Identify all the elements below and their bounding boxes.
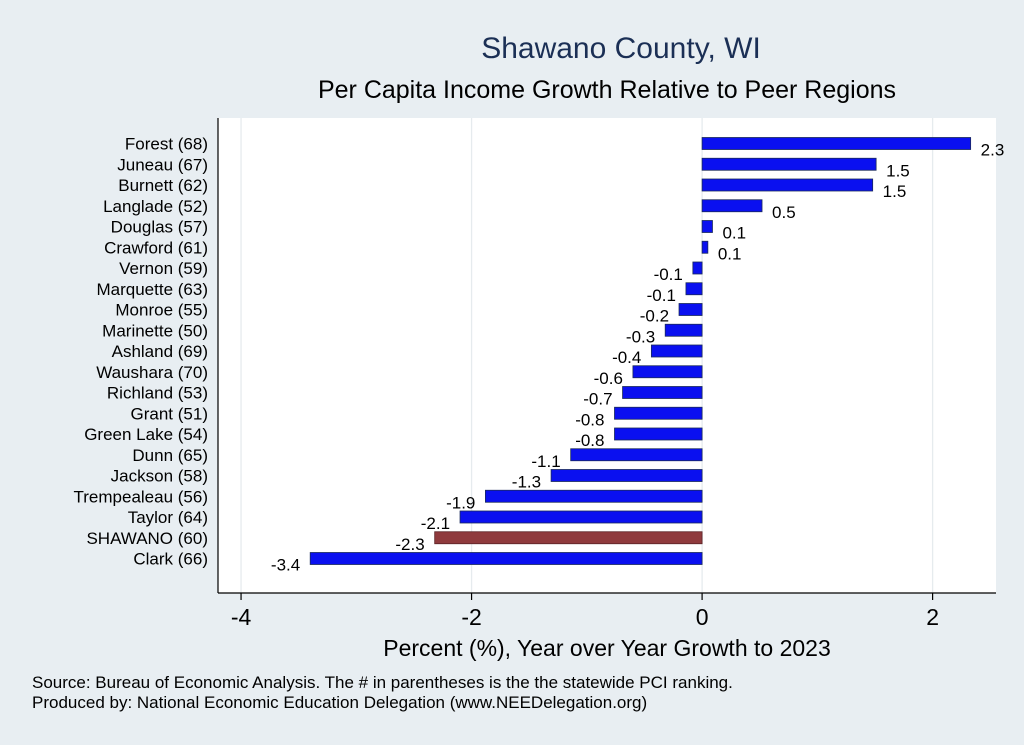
bar: [701, 178, 874, 192]
bar: [685, 282, 703, 296]
bar: [570, 448, 703, 462]
data-label: 1.5: [883, 182, 907, 201]
category-label: Monroe (55): [115, 301, 208, 320]
data-label: -0.7: [583, 390, 612, 409]
category-label: Richland (53): [107, 384, 208, 403]
bar: [459, 510, 703, 524]
category-label: Trempealeau (56): [74, 487, 209, 506]
category-label: Vernon (59): [119, 259, 208, 278]
bar: [701, 220, 713, 233]
bar: [614, 406, 703, 420]
data-label: -1.3: [512, 473, 541, 492]
data-label: -2.1: [421, 514, 450, 533]
category-label: Crawford (61): [104, 238, 208, 257]
data-label: -0.3: [626, 327, 655, 346]
bar-highlight: [434, 531, 703, 545]
bar: [309, 552, 703, 565]
data-label: -0.1: [654, 265, 683, 284]
category-label: Marquette (63): [97, 280, 209, 299]
source-note: Source: Bureau of Economic Analysis. The…: [32, 673, 733, 692]
data-label: -0.6: [594, 369, 623, 388]
bar: [650, 344, 703, 358]
data-label: 0.1: [718, 244, 742, 263]
category-label: Douglas (57): [111, 218, 208, 237]
data-label: -1.1: [531, 452, 560, 471]
category-label: Jackson (58): [111, 467, 208, 486]
category-label: Green Lake (54): [84, 425, 208, 444]
data-label: -0.8: [575, 431, 604, 450]
chart-title: Shawano County, WI: [481, 32, 761, 65]
bar: [701, 137, 972, 150]
bar: [485, 489, 703, 503]
data-label: -0.8: [575, 410, 604, 429]
category-label: Clark (66): [133, 550, 208, 569]
bar: [550, 469, 703, 482]
chart-subtitle: Per Capita Income Growth Relative to Pee…: [318, 76, 896, 104]
category-label: Ashland (69): [112, 342, 208, 361]
bar: [664, 323, 703, 337]
data-label: 0.1: [722, 224, 746, 243]
bar: [692, 261, 703, 275]
x-tick-label: 2: [926, 604, 939, 630]
bar: [622, 386, 703, 399]
data-label: -0.4: [612, 348, 641, 367]
x-tick-label: 0: [696, 604, 709, 630]
data-label: -0.1: [647, 286, 676, 305]
bar: [678, 303, 703, 316]
data-label: -3.4: [271, 556, 300, 575]
bar: [632, 365, 703, 379]
data-label: -0.2: [640, 307, 669, 326]
category-label: Juneau (67): [117, 155, 208, 174]
category-label: Taylor (64): [128, 508, 208, 527]
x-tick-label: -4: [231, 604, 252, 630]
category-label: Dunn (65): [132, 446, 208, 465]
category-label: Burnett (62): [118, 176, 208, 195]
category-label: Waushara (70): [96, 363, 208, 382]
category-label: Marinette (50): [102, 321, 208, 340]
producer-note: Produced by: National Economic Education…: [32, 693, 648, 712]
x-axis-label: Percent (%), Year over Year Growth to 20…: [383, 635, 831, 661]
data-label: 0.5: [772, 203, 796, 222]
bar: [614, 427, 703, 441]
category-label: Grant (51): [131, 404, 208, 423]
category-label: Langlade (52): [103, 197, 208, 216]
data-label: 2.3: [981, 141, 1005, 160]
x-tick-label: -2: [461, 604, 481, 630]
data-label: -2.3: [395, 535, 424, 554]
category-label: Forest (68): [125, 135, 208, 154]
bar: [701, 157, 877, 171]
data-label: 1.5: [886, 161, 910, 180]
bar: [701, 240, 709, 254]
data-label: -1.9: [446, 493, 475, 512]
category-label: SHAWANO (60): [86, 529, 208, 548]
bar: [701, 199, 763, 213]
